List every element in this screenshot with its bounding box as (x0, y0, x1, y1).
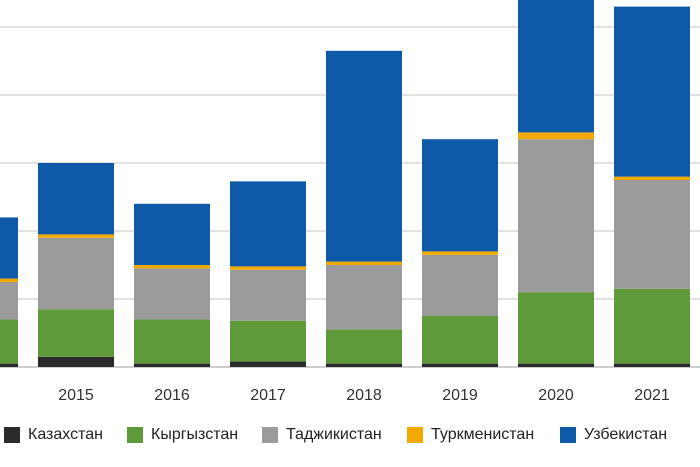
legend-item-kyrgyzstan: Кыргызстан (127, 426, 238, 444)
bar-2018-series-1 (326, 329, 402, 364)
x-tick-label-2015: 2015 (58, 387, 94, 404)
legend-label-uzbekistan: Узбекистан (584, 426, 668, 443)
bar-2016-series-4 (134, 203, 210, 265)
legend-swatch-kyrgyzstan (127, 427, 143, 443)
bar-2017-series-0 (230, 361, 306, 367)
bar-2015-series-3 (38, 234, 114, 238)
x-tick-label-2018: 2018 (346, 387, 382, 404)
bar-2018-series-2 (326, 265, 402, 330)
bar-2020-series-2 (518, 139, 594, 293)
bar-2016-series-3 (134, 265, 210, 269)
bar-2015-series-4 (38, 163, 114, 235)
bar-2019-series-4 (422, 139, 498, 252)
bar-2019-series-3 (422, 251, 498, 255)
bar-2017-series-4 (230, 181, 306, 267)
bar-2015-series-1 (38, 309, 114, 357)
bar-2015-series-2 (38, 237, 114, 310)
bar-2021-series-0 (614, 363, 690, 367)
bar-2020-series-4 (518, 0, 594, 133)
legend-swatch-turkmenistan (407, 427, 423, 443)
legend-label-kazakhstan: Казахстан (28, 426, 103, 443)
bar-2018-series-3 (326, 261, 402, 265)
bar-2021-series-3 (614, 176, 690, 180)
bar-2016-series-1 (134, 319, 210, 364)
x-tick-label-2021: 2021 (634, 387, 670, 404)
bar-2019-series-2 (422, 254, 498, 316)
bar-2016-series-2 (134, 268, 210, 320)
bar-2014-series-4 (0, 217, 18, 279)
bar-2020-series-0 (518, 363, 594, 367)
legend: Казахстан Кыргызстан Таджикистан Туркмен… (0, 426, 700, 454)
bar-2017-series-1 (230, 320, 306, 362)
bar-2018-series-0 (326, 363, 402, 367)
bar-2014-series-3 (0, 278, 18, 282)
bar-2015-series-0 (38, 356, 114, 367)
bar-2017-series-3 (230, 266, 306, 270)
x-tick-labels: 42015201620172018201920202021 (58, 387, 670, 404)
bar-2018-series-4 (326, 50, 402, 262)
x-tick-label-2016: 2016 (154, 387, 190, 404)
bar-2021-series-2 (614, 180, 690, 289)
chart-svg: 42015201620172018201920202021 (0, 0, 700, 404)
bar-2014-series-1 (0, 319, 18, 364)
bar-2014-series-2 (0, 282, 18, 320)
bar-2020-series-3 (518, 132, 594, 140)
bar-2016-series-0 (134, 363, 210, 367)
legend-item-uzbekistan: Узбекистан (560, 426, 667, 444)
legend-label-tajikistan: Таджикистан (286, 426, 382, 443)
bar-2020-series-1 (518, 292, 594, 364)
x-tick-label-2017: 2017 (250, 387, 286, 404)
x-tick-label-2020: 2020 (538, 387, 574, 404)
bar-2014-series-0 (0, 363, 18, 367)
bar-2021-series-4 (614, 6, 690, 177)
bars (0, 0, 690, 367)
bar-2019-series-1 (422, 316, 498, 364)
bar-2019-series-0 (422, 363, 498, 367)
legend-swatch-uzbekistan (560, 427, 576, 443)
legend-label-kyrgyzstan: Кыргызстан (151, 426, 239, 443)
legend-swatch-tajikistan (262, 427, 278, 443)
legend-item-tajikistan: Таджикистан (262, 426, 382, 444)
legend-label-turkmenistan: Туркменистан (431, 426, 535, 443)
x-tick-label-2019: 2019 (442, 387, 478, 404)
bar-2021-series-1 (614, 288, 690, 364)
legend-item-kazakhstan: Казахстан (4, 426, 103, 444)
bar-2017-series-2 (230, 269, 306, 321)
legend-swatch-kazakhstan (4, 427, 20, 443)
legend-item-turkmenistan: Туркменистан (407, 426, 534, 444)
